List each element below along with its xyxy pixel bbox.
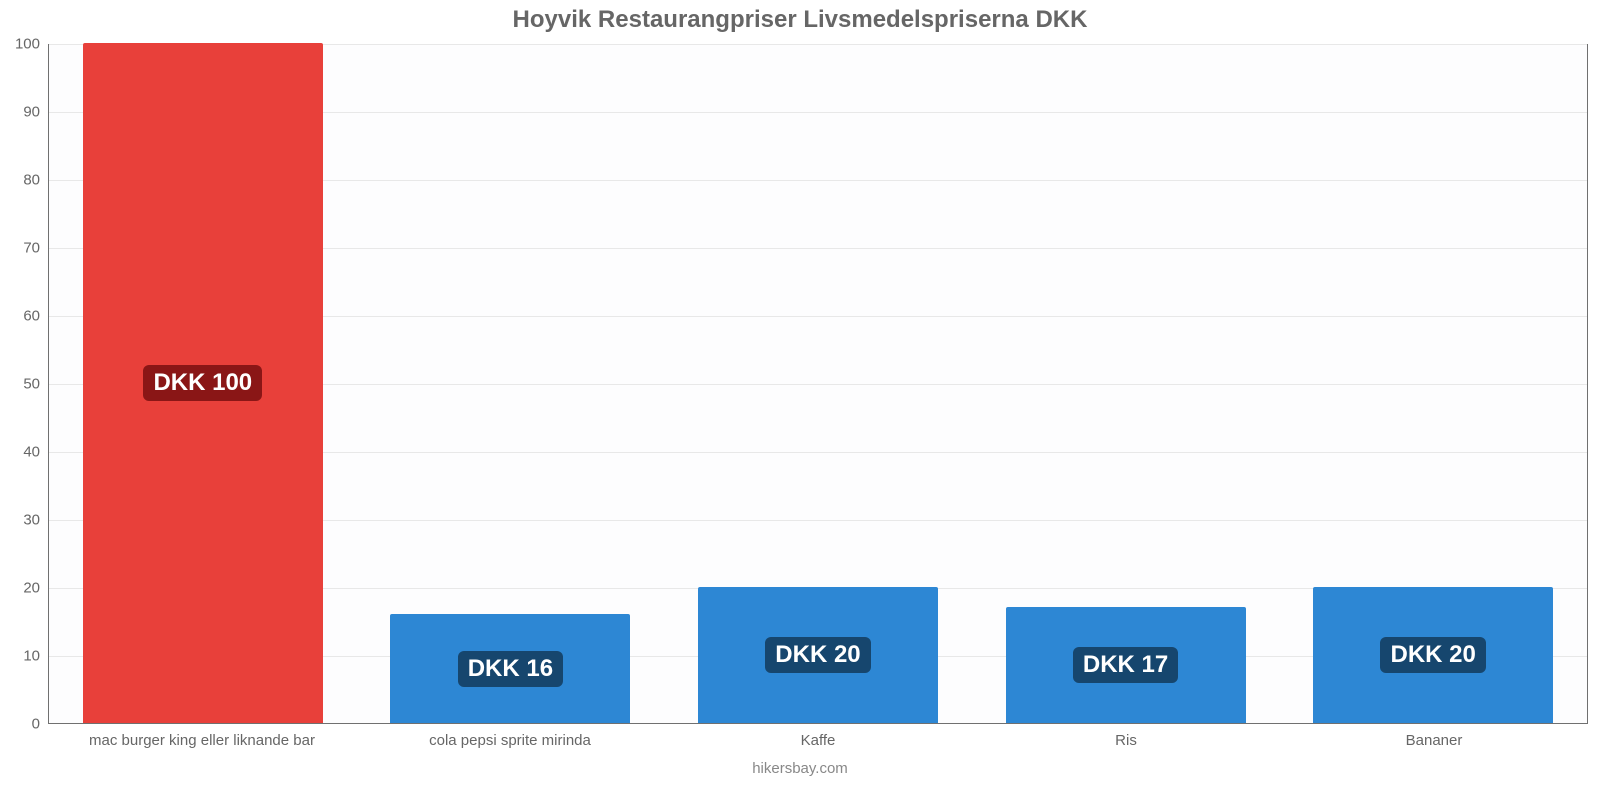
value-badge: DKK 20 (1380, 637, 1485, 673)
bar-slot: DKK 16 (360, 44, 660, 723)
chart-title: Hoyvik Restaurangpriser Livsmedelspriser… (0, 6, 1600, 34)
y-tick-label: 70 (0, 240, 42, 257)
price-bar-chart: Hoyvik Restaurangpriser Livsmedelspriser… (0, 0, 1600, 800)
value-badge: DKK 17 (1073, 647, 1178, 683)
y-tick-label: 50 (0, 376, 42, 393)
x-axis-labels: mac burger king eller liknande bar cola p… (48, 732, 1588, 749)
plot-area: DKK 100 DKK 16 DKK 20 DKK 17 DKK 20 (48, 44, 1588, 724)
y-axis-ticks: 0102030405060708090100 (0, 44, 42, 724)
x-tick-label: cola pepsi sprite mirinda (360, 732, 660, 749)
y-tick-label: 30 (0, 512, 42, 529)
bars-container: DKK 100 DKK 16 DKK 20 DKK 17 DKK 20 (49, 44, 1587, 723)
y-tick-label: 90 (0, 104, 42, 121)
value-badge: DKK 100 (143, 365, 262, 401)
value-badge: DKK 20 (765, 637, 870, 673)
x-tick-label: Kaffe (668, 732, 968, 749)
value-badge: DKK 16 (458, 651, 563, 687)
y-tick-label: 60 (0, 308, 42, 325)
y-tick-label: 0 (0, 716, 42, 733)
chart-footer-credit: hikersbay.com (0, 760, 1600, 777)
x-tick-label: Bananer (1284, 732, 1584, 749)
x-tick-label: Ris (976, 732, 1276, 749)
bar-slot: DKK 20 (668, 44, 968, 723)
y-tick-label: 80 (0, 172, 42, 189)
y-tick-label: 40 (0, 444, 42, 461)
y-tick-label: 100 (0, 36, 42, 53)
y-tick-label: 10 (0, 648, 42, 665)
bar-slot: DKK 100 (53, 44, 353, 723)
bar-slot: DKK 17 (976, 44, 1276, 723)
bar-slot: DKK 20 (1283, 44, 1583, 723)
x-tick-label: mac burger king eller liknande bar (52, 732, 352, 749)
y-tick-label: 20 (0, 580, 42, 597)
